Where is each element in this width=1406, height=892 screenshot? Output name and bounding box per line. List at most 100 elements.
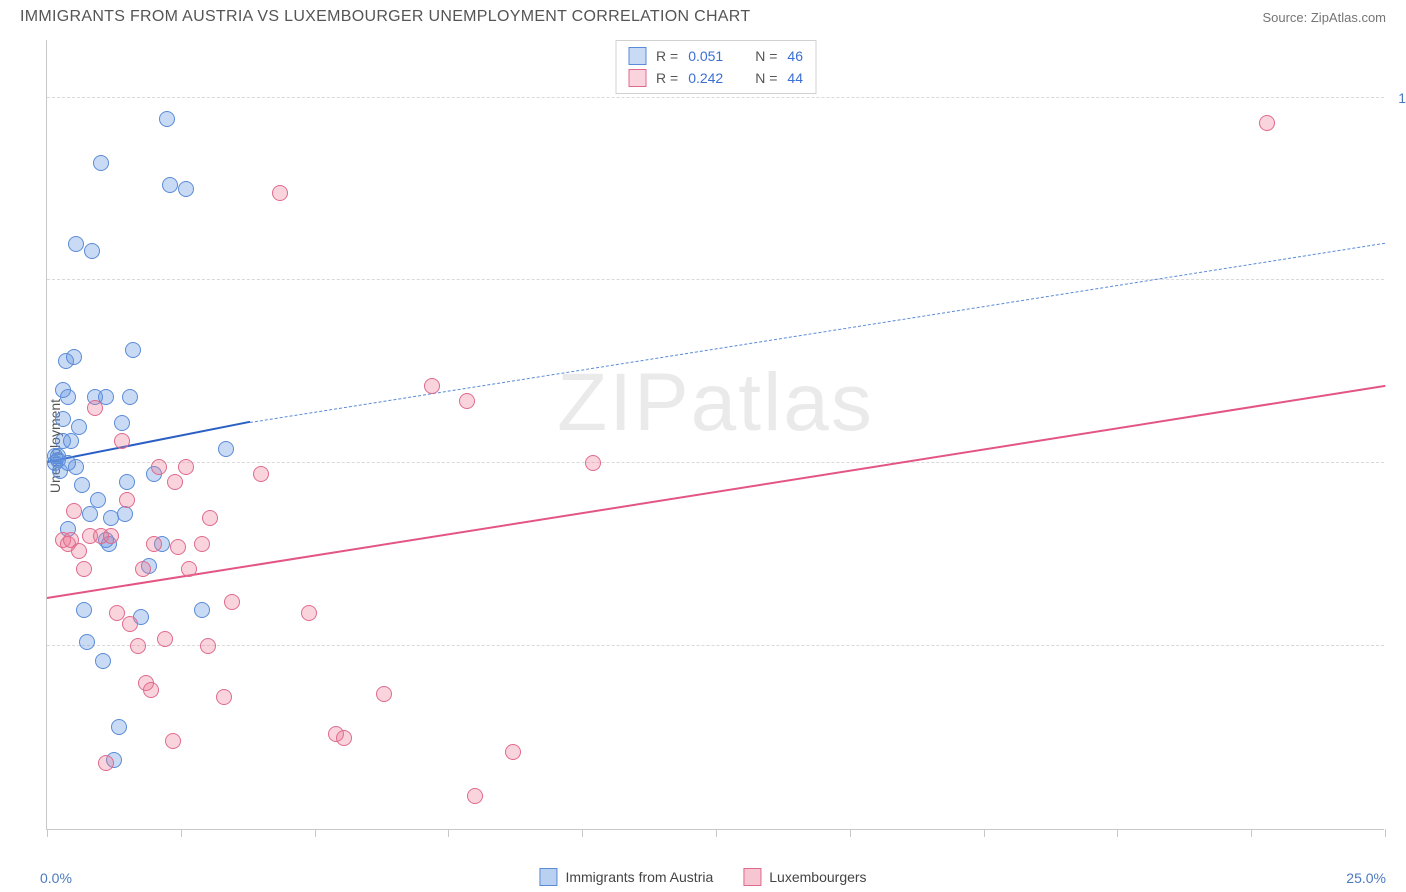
data-point [151,459,167,475]
data-point [146,536,162,552]
x-tick [181,829,182,837]
x-tick [448,829,449,837]
data-point [159,111,175,127]
gridline: 5.0% [47,462,1384,463]
data-point [585,455,601,471]
data-point [167,474,183,490]
y-tick-label: 10.0% [1398,90,1406,106]
data-point [66,503,82,519]
r-value: 0.242 [688,67,723,89]
legend-item: Luxembourgers [743,868,866,886]
scatter-chart: ZIPatlas R = 0.051 N = 46 R = 0.242 N = 44 2.5%… [46,40,1384,830]
data-point [119,474,135,490]
gridline: 7.5% [47,279,1384,280]
n-value: 44 [787,67,803,89]
data-point [376,686,392,702]
data-point [103,528,119,544]
data-point [76,561,92,577]
data-point [253,466,269,482]
data-point [157,631,173,647]
data-point [301,605,317,621]
gridline: 10.0% [47,97,1384,98]
data-point [79,634,95,650]
data-point [125,342,141,358]
data-point [63,433,79,449]
data-point [68,236,84,252]
n-label: N = [755,67,777,89]
legend-swatch [539,868,557,886]
data-point [122,616,138,632]
r-label: R = [656,45,678,67]
watermark: ZIPatlas [557,356,874,450]
data-point [82,506,98,522]
data-point [55,411,71,427]
data-point [98,755,114,771]
data-point [467,788,483,804]
data-point [505,744,521,760]
data-point [76,602,92,618]
data-point [181,561,197,577]
data-point [202,510,218,526]
x-tick [47,829,48,837]
data-point [194,536,210,552]
r-label: R = [656,67,678,89]
x-tick [1385,829,1386,837]
n-value: 46 [787,45,803,67]
x-tick [850,829,851,837]
trend-line-dashed [250,243,1385,423]
data-point [90,492,106,508]
x-tick [1251,829,1252,837]
n-label: N = [755,45,777,67]
data-point [122,389,138,405]
x-axis-min-label: 0.0% [40,870,72,886]
legend-row: R = 0.051 N = 46 [628,45,803,67]
data-point [87,400,103,416]
data-point [84,243,100,259]
x-tick [984,829,985,837]
data-point [66,349,82,365]
data-point [170,539,186,555]
data-point [1259,115,1275,131]
data-point [424,378,440,394]
data-point [165,733,181,749]
data-point [114,415,130,431]
data-point [71,419,87,435]
chart-title: IMMIGRANTS FROM AUSTRIA VS LUXEMBOURGER … [20,8,750,26]
legend-swatch [628,47,646,65]
data-point [200,638,216,654]
data-point [272,185,288,201]
legend-swatch [628,69,646,87]
x-tick [315,829,316,837]
legend-row: R = 0.242 N = 44 [628,67,803,89]
data-point [117,506,133,522]
r-value: 0.051 [688,45,723,67]
x-tick [1117,829,1118,837]
x-tick [716,829,717,837]
legend-item: Immigrants from Austria [539,868,713,886]
gridline: 2.5% [47,645,1384,646]
data-point [71,543,87,559]
x-axis-max-label: 25.0% [1346,870,1386,886]
data-point [178,181,194,197]
data-point [135,561,151,577]
data-point [114,433,130,449]
data-point [93,155,109,171]
data-point [130,638,146,654]
data-point [111,719,127,735]
legend-correlation: R = 0.051 N = 46 R = 0.242 N = 44 [615,40,816,94]
data-point [162,177,178,193]
data-point [143,682,159,698]
source-attribution: Source: ZipAtlas.com [1262,10,1386,25]
legend-series: Immigrants from Austria Luxembourgers [539,868,866,886]
data-point [194,602,210,618]
data-point [119,492,135,508]
data-point [336,730,352,746]
data-point [459,393,475,409]
legend-swatch [743,868,761,886]
legend-label: Immigrants from Austria [565,869,713,885]
chart-header: IMMIGRANTS FROM AUSTRIA VS LUXEMBOURGER … [0,0,1406,30]
data-point [224,594,240,610]
legend-label: Luxembourgers [769,869,866,885]
data-point [74,477,90,493]
data-point [95,653,111,669]
